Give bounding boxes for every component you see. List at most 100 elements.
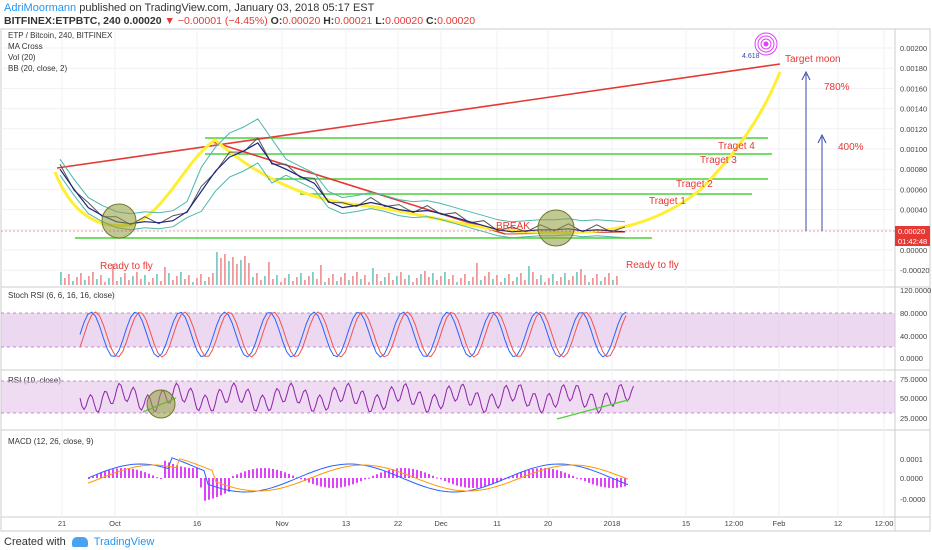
rising-trendline[interactable] <box>56 63 781 169</box>
volume-bar <box>144 275 146 285</box>
volume-bar <box>468 281 470 285</box>
macd-hist-bar <box>536 468 538 478</box>
macd-hist-bar <box>332 478 334 488</box>
volume-bar <box>432 273 434 285</box>
high-value: 0.00021 <box>334 15 373 27</box>
volume-bar <box>308 276 310 285</box>
volume-bar <box>496 275 498 285</box>
low-label: L: <box>375 15 386 27</box>
volume-bar <box>384 277 386 285</box>
stoch-tick-label: 120.0000 <box>900 286 931 295</box>
macd-hist-bar <box>284 472 286 478</box>
macd-hist-bar <box>596 478 598 486</box>
bb-upper <box>59 118 626 223</box>
highlight-circle-left[interactable] <box>101 203 137 239</box>
macd-hist-bar <box>120 468 122 478</box>
volume-bar <box>516 277 518 285</box>
macd-title: MACD (12, 26, close, 9) <box>8 437 94 446</box>
macd-hist-bar <box>248 470 250 478</box>
volume-bar <box>392 280 394 285</box>
macd-hist-bar <box>496 478 498 483</box>
volume-bar <box>216 252 218 285</box>
time-tick-label: 12:00 <box>875 519 894 528</box>
macd-hist-bar <box>336 478 338 488</box>
macd-hist-bar <box>196 467 198 478</box>
macd-hist-bar <box>172 463 174 478</box>
footer-brand[interactable]: TradingView <box>93 536 155 548</box>
macd-hist-bar <box>500 478 502 482</box>
volume-bar <box>148 282 150 285</box>
volume-bar <box>372 268 374 285</box>
macd-hist-bar <box>364 478 366 480</box>
volume-bar <box>316 279 318 285</box>
close-label: C: <box>426 15 438 27</box>
time-tick-label: 2018 <box>604 519 621 528</box>
macd-hist-bar <box>460 478 462 487</box>
highlight-circle-right[interactable] <box>537 209 575 247</box>
volume-bar <box>132 276 134 285</box>
falling-trendline[interactable] <box>212 141 506 235</box>
projection-curve[interactable] <box>53 71 782 235</box>
fib-spiral-icon[interactable] <box>754 32 778 56</box>
macd-hist-bar <box>180 466 182 478</box>
volume-bar <box>388 273 390 285</box>
macd-hist-bar <box>324 478 326 488</box>
macd-hist-bar <box>348 478 350 486</box>
macd-hist-bar <box>160 478 162 479</box>
macd-hist-bar <box>244 471 246 478</box>
chart-canvas[interactable]: ETP / Bitcoin, 240, BITFINEX MA Cross Vo… <box>0 28 932 532</box>
macd-hist-bar <box>452 478 454 485</box>
volume-bar <box>116 281 118 285</box>
volume-bar <box>204 281 206 285</box>
macd-hist-bar <box>100 472 102 478</box>
volume-bar <box>464 274 466 285</box>
volume-bar <box>600 281 602 285</box>
macd-line <box>87 457 629 493</box>
time-tick-label: Nov <box>275 519 289 528</box>
macd-hist-bar <box>156 477 158 479</box>
macd-hist-bar <box>552 469 554 478</box>
high-label: H: <box>323 15 335 27</box>
volume-bar <box>268 262 270 285</box>
macd-hist-bar <box>224 478 226 494</box>
rsi-trendline-right[interactable] <box>556 399 629 420</box>
stoch-tick-label: 0.0000 <box>900 354 923 363</box>
macd-hist-bar <box>432 475 434 478</box>
macd-signal <box>87 458 629 492</box>
volume-bar <box>364 275 366 285</box>
volume-bar <box>120 277 122 285</box>
volume-bar <box>328 278 330 285</box>
macd-hist-bar <box>256 468 258 478</box>
volume-bar <box>244 256 246 285</box>
volume-bar <box>532 272 534 285</box>
macd-hist-bar <box>540 468 542 478</box>
macd-hist-bar <box>92 476 94 478</box>
volume-bar <box>304 280 306 285</box>
macd-hist-bar <box>616 478 618 488</box>
time-tick-label: 12:00 <box>725 519 744 528</box>
macd-hist-bar <box>276 469 278 478</box>
last-price: 0.00020 <box>123 15 162 27</box>
macd-hist-bar <box>412 468 414 478</box>
volume-bar <box>344 273 346 285</box>
volume-bar <box>292 281 294 285</box>
macd-hist-bar <box>408 468 410 478</box>
macd-hist-bar <box>568 474 570 478</box>
volume-bar <box>160 281 162 285</box>
macd-tick-label: 0.0001 <box>900 455 923 464</box>
rsi-highlight-circle[interactable] <box>146 389 176 419</box>
footer: Created with TradingView <box>4 536 154 548</box>
macd-hist-bar <box>184 467 186 478</box>
macd-hist-bar <box>580 478 582 480</box>
volume-bar <box>140 279 142 285</box>
stoch-tick-label: 40.0000 <box>900 332 927 341</box>
legend-title: ETP / Bitcoin, 240, BITFINEX <box>8 31 113 40</box>
pct-780-label: 780% <box>824 82 850 93</box>
volume-bar <box>312 272 314 285</box>
macd-hist-bar <box>288 473 290 478</box>
macd-hist-bar <box>272 468 274 478</box>
author-name[interactable]: AdriMoormann <box>4 2 77 14</box>
macd-hist-bar <box>356 478 358 483</box>
macd-hist-bar <box>208 478 210 500</box>
volume-bar <box>540 275 542 285</box>
